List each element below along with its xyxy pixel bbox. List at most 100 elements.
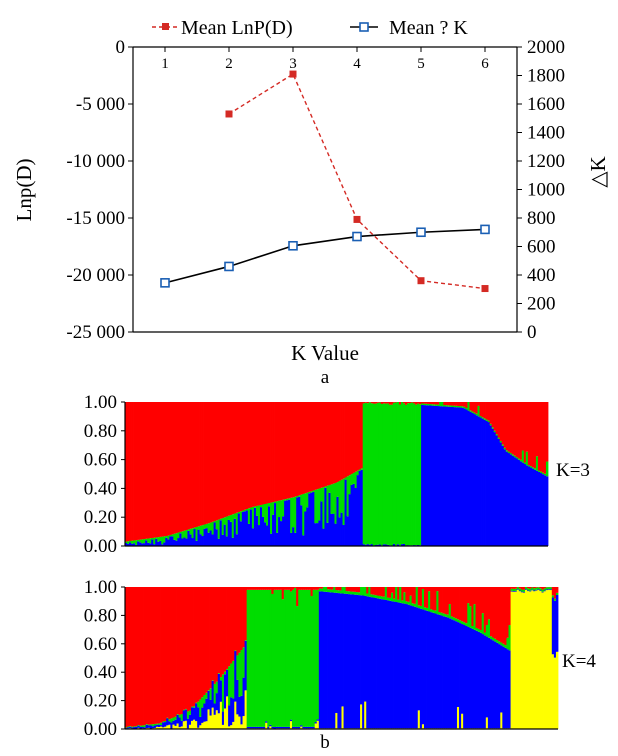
structure-bar-segment	[246, 589, 250, 727]
structure-bar-segment	[278, 402, 281, 501]
structure-bar-segment	[182, 709, 186, 711]
structure-bar-segment	[479, 587, 483, 630]
structure-bar-segment	[245, 510, 249, 546]
structure-bar-segment	[306, 726, 309, 729]
structure-bar-segment	[541, 474, 545, 546]
structure-bar-segment	[243, 509, 247, 512]
structure-bar-segment	[145, 724, 149, 729]
structure-bar-segment	[289, 721, 293, 729]
structure-bar-segment	[351, 587, 355, 592]
structure-bar-segment	[415, 587, 419, 608]
right-y-tick-label: 1600	[527, 94, 565, 115]
structure-bar-segment	[388, 600, 392, 729]
x-tick-label: 3	[289, 56, 297, 72]
structure-bar-segment	[413, 606, 417, 729]
structure-bar-segment	[535, 456, 539, 471]
structure-bar-segment	[168, 721, 171, 725]
structure-bar-segment	[417, 587, 421, 606]
structure-bar-segment	[244, 640, 248, 691]
structure-bar-segment	[217, 713, 221, 729]
structure-bar-segment	[285, 587, 289, 590]
structure-bar-segment	[164, 587, 167, 721]
structure-bar-segment	[423, 402, 426, 404]
structure-bar-segment	[469, 411, 472, 546]
structure-bar-segment	[318, 591, 322, 729]
structure-bar-segment	[527, 587, 530, 589]
structure-bar-segment	[376, 595, 380, 599]
structure-bar-segment	[358, 595, 361, 729]
structure-bar-segment	[404, 402, 408, 405]
structure-bar-segment	[287, 589, 291, 727]
structure-bar-segment	[166, 717, 169, 719]
structure-bar-segment	[348, 494, 351, 546]
structure-bar-segment	[494, 638, 497, 642]
structure-bar-segment	[483, 635, 487, 729]
structure-bar-segment	[215, 402, 219, 521]
structure-bar-segment	[533, 469, 537, 546]
structure-bar-segment	[265, 589, 268, 722]
structure-bar-segment	[279, 726, 283, 729]
structure-bar-segment	[280, 500, 283, 522]
structure-bar-segment	[423, 610, 427, 729]
structure-bar-segment	[241, 511, 245, 546]
structure-bar-segment	[400, 544, 404, 546]
structure-bar-segment	[489, 425, 492, 546]
structure-bar-segment	[428, 611, 431, 729]
structure-bar-segment	[147, 542, 150, 546]
structure-bar-segment	[527, 466, 531, 546]
structure-bar-segment	[157, 724, 161, 727]
structure-bar-segment	[234, 651, 237, 702]
structure-bar-segment	[302, 493, 305, 536]
structure-bar-segment	[247, 402, 251, 509]
structure-bar-segment	[487, 619, 491, 638]
structure-bar-segment	[499, 442, 503, 546]
structure-bar-segment	[175, 402, 178, 534]
structure-bar-segment	[151, 537, 154, 540]
structure-bar-segment	[401, 587, 404, 601]
structure-bar-segment	[292, 497, 295, 528]
structure-bar-segment	[219, 520, 223, 546]
structure-bar-segment	[282, 499, 285, 517]
x-axis-title: K Value	[291, 341, 359, 365]
structure-bar-segment	[521, 402, 525, 451]
structure-bar-segment	[178, 587, 182, 715]
structure-bar-segment	[461, 624, 464, 714]
structure-bar-segment	[436, 614, 439, 729]
structure-bar-segment	[304, 589, 307, 727]
structure-bar-segment	[475, 413, 478, 416]
structure-bar-segment	[397, 587, 400, 600]
structure-bar-segment	[531, 587, 534, 590]
structure-bar-segment	[290, 532, 293, 546]
structure-bar-segment	[455, 402, 458, 406]
structure-bar-segment	[415, 402, 418, 405]
structure-bar-segment	[125, 542, 128, 546]
structure-bar-segment	[217, 673, 221, 714]
structure-bar-segment	[374, 595, 377, 598]
structure-bar-segment	[421, 724, 425, 729]
structure-bar-segment	[499, 402, 503, 441]
structure-bar-segment	[335, 712, 338, 729]
structure-bar-segment	[399, 602, 402, 729]
structure-bar-segment	[407, 601, 410, 605]
structure-bar-segment	[209, 699, 212, 716]
structure-bar-segment	[239, 402, 243, 512]
structure-bar-segment	[428, 587, 431, 592]
structure-bar-segment	[306, 587, 309, 590]
structure-bar-segment	[203, 524, 206, 529]
structure-bar-segment	[312, 402, 315, 491]
structure-bar-segment	[259, 589, 262, 727]
structure-bar-segment	[135, 540, 138, 545]
legend: Mean LnP(D) Mean ? K	[152, 17, 468, 39]
structure-bar-segment	[316, 719, 320, 721]
structure-bar-segment	[282, 516, 285, 546]
structure-bar-segment	[353, 594, 357, 729]
structure-bar-segment	[153, 587, 157, 724]
structure-bar-segment	[217, 538, 221, 546]
structure-bar-segment	[340, 479, 343, 513]
structure-bar-segment	[354, 402, 358, 472]
structure-bar-segment	[413, 603, 417, 607]
structure-bar-segment	[160, 725, 163, 727]
structure-bar-segment	[232, 587, 235, 661]
structure-bar-segment	[443, 402, 446, 406]
structure-bar-segment	[515, 457, 519, 459]
